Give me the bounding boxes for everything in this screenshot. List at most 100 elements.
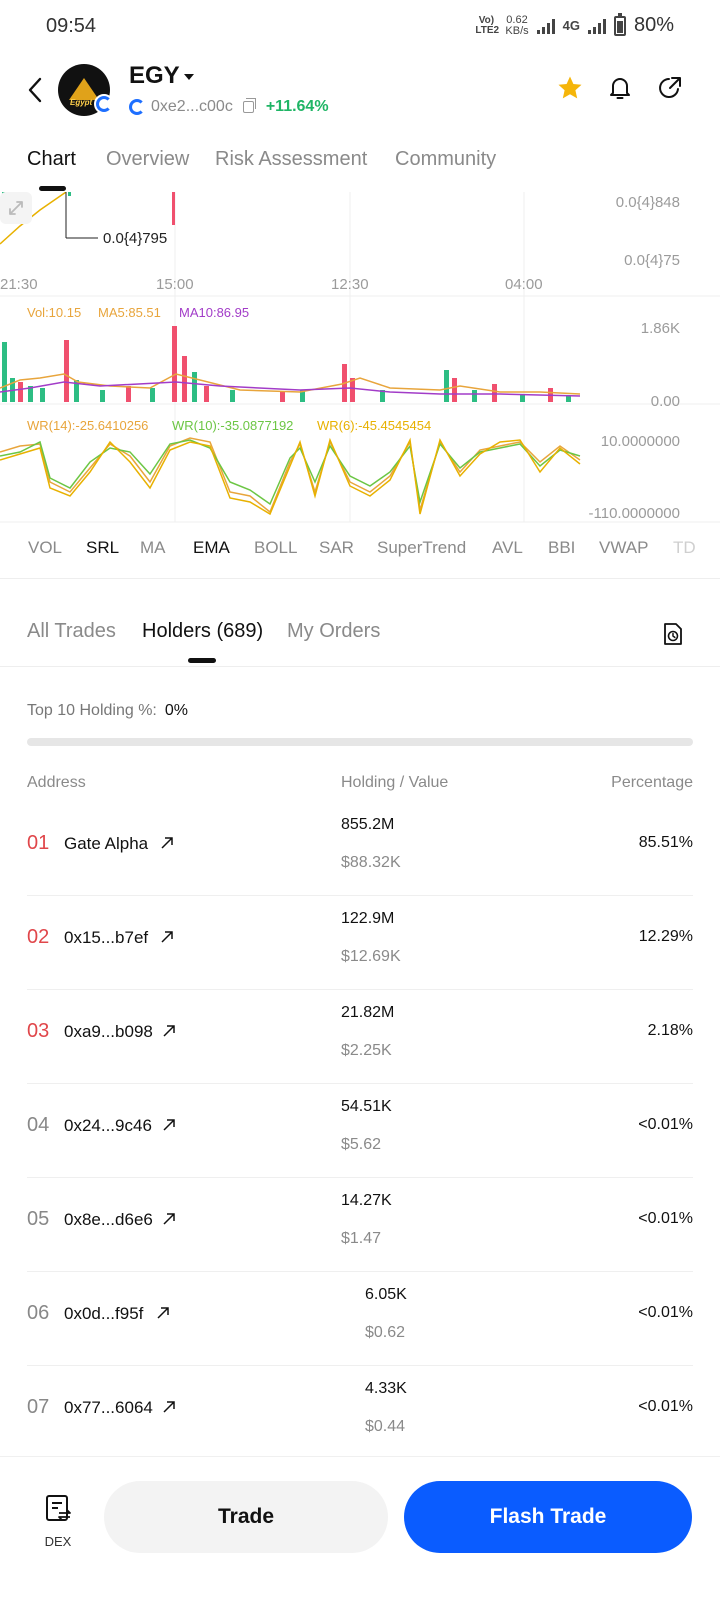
tab-overview[interactable]: Overview (106, 148, 190, 170)
holder-address[interactable]: 0x77...6064 (64, 1398, 153, 1417)
volume-bar (566, 396, 571, 402)
arrow-up-right-icon[interactable] (162, 1024, 176, 1038)
network-type: 4G (562, 18, 580, 33)
header-actions (556, 74, 684, 102)
expand-icon[interactable] (0, 192, 32, 224)
indicator-vwap[interactable]: VWAP (599, 538, 649, 557)
time-label: 04:00 (505, 276, 543, 293)
volume-bar (150, 388, 155, 402)
table-row[interactable]: 04 0x24...9c46 54.51K $5.62 <0.01% (27, 1082, 693, 1178)
copy-icon[interactable] (242, 98, 256, 113)
holder-amount: 21.82M (341, 1004, 395, 1021)
speed-unit: KB/s (505, 24, 529, 37)
indicator-sar[interactable]: SAR (319, 538, 354, 557)
holder-rank: 05 (27, 1208, 50, 1230)
battery-percent: 80% (633, 14, 674, 36)
holder-rank: 04 (27, 1114, 50, 1136)
trade-button[interactable]: Trade (104, 1481, 388, 1553)
tab-all-trades[interactable]: All Trades (27, 620, 116, 642)
table-row[interactable]: 02 0x15...b7ef 122.9M $12.69K 12.29% (27, 894, 693, 990)
indicator-avl[interactable]: AVL (492, 538, 523, 557)
volume-bar (172, 326, 177, 402)
top10-holding: Top 10 Holding %: 0% (27, 702, 188, 720)
signal-icon (536, 18, 555, 34)
indicator-vol[interactable]: VOL (28, 538, 63, 557)
tab-my-orders[interactable]: My Orders (287, 620, 381, 642)
tab-community[interactable]: Community (395, 148, 497, 170)
divider (0, 666, 720, 667)
indicator-srl[interactable]: SRL (86, 538, 120, 557)
volte-indicator: Vo) LTE2 (475, 14, 500, 36)
arrow-up-right-icon[interactable] (160, 930, 174, 944)
trade-tabs: All Trades Holders (689) My Orders (0, 612, 720, 668)
table-row[interactable]: 07 0x77...6064 4.33K $0.44 <0.01% (27, 1364, 693, 1460)
star-icon[interactable] (556, 74, 584, 102)
holder-amount: 6.05K (365, 1286, 407, 1303)
holder-address[interactable]: 0x8e...d6e6 (64, 1210, 153, 1229)
tab-risk-assessment[interactable]: Risk Assessment (215, 148, 368, 170)
share-icon[interactable] (656, 74, 684, 102)
arrow-up-right-icon[interactable] (156, 1306, 170, 1320)
volume-bar (280, 392, 285, 402)
holder-address[interactable]: 0x0d...f95f (64, 1304, 144, 1323)
arrow-up-right-icon[interactable] (162, 1212, 176, 1226)
arrow-up-right-icon[interactable] (162, 1118, 176, 1132)
pyramid-icon (69, 78, 99, 100)
wr6-value: WR(6):-45.4545454 (317, 418, 432, 433)
table-row[interactable]: 03 0xa9...b098 21.82M $2.25K 2.18% (27, 988, 693, 1084)
low-price-label: 0.0{4}795 (103, 230, 168, 247)
holder-rank: 06 (27, 1302, 50, 1324)
time-label: 12:30 (331, 276, 369, 293)
volume-bar (380, 390, 385, 402)
address-row: 0xe2...c00c +11.64% (129, 98, 329, 116)
vol-min-label: 0.00 (650, 393, 680, 410)
price-label-high: 0.0{4}848 (615, 194, 680, 211)
indicator-bbi[interactable]: BBI (548, 538, 576, 557)
volume-bar (300, 390, 305, 402)
main-tabs: Chart Overview Risk Assessment Community (0, 132, 720, 192)
flash-trade-button[interactable]: Flash Trade (404, 1481, 692, 1553)
ma10-line (0, 381, 581, 397)
token-symbol[interactable]: EGY (129, 62, 180, 89)
indicator-ema[interactable]: EMA (193, 538, 230, 557)
holder-address[interactable]: Gate Alpha (64, 834, 149, 853)
price-label-low: 0.0{4}75 (624, 252, 680, 269)
arrow-up-right-icon[interactable] (162, 1400, 176, 1414)
speed-value: 0.62 (506, 13, 528, 26)
table-row[interactable]: 01 Gate Alpha 855.2M $88.32K 85.51% (27, 800, 693, 896)
history-icon[interactable] (662, 622, 684, 646)
indicator-supertrend[interactable]: SuperTrend (377, 538, 467, 557)
tab-chart[interactable]: Chart (27, 148, 76, 170)
table-row[interactable]: 06 0x0d...f95f 6.05K $0.62 <0.01% (27, 1270, 693, 1366)
indicator-ma[interactable]: MA (140, 538, 166, 557)
battery-icon (613, 12, 626, 36)
volume-bar (204, 386, 209, 402)
col-holding-value: Holding / Value (341, 774, 449, 791)
table-row[interactable]: 05 0x8e...d6e6 14.27K $1.47 <0.01% (27, 1176, 693, 1272)
vol-max-label: 1.86K (640, 320, 680, 337)
arrow-up-right-icon[interactable] (160, 836, 174, 850)
top10-progress-bar (27, 738, 693, 746)
candle (68, 192, 71, 196)
holder-value: $5.62 (341, 1136, 382, 1153)
indicator-td[interactable]: TD (673, 538, 696, 557)
caret-down-icon[interactable] (184, 74, 194, 80)
price-chart[interactable]: 0.0{4}848 0.0{4}75 0.0{4}795 21:30 15:00… (0, 192, 720, 524)
tab-holders[interactable]: Holders (689) (142, 620, 264, 642)
network-speed: 0.62 KB/s (505, 13, 529, 37)
holder-amount: 122.9M (341, 910, 395, 927)
holder-value: $0.62 (365, 1324, 406, 1341)
chevron-left-icon[interactable] (24, 76, 48, 104)
holder-address[interactable]: 0x15...b7ef (64, 928, 149, 947)
holder-address[interactable]: 0x24...9c46 (64, 1116, 152, 1135)
holder-address[interactable]: 0xa9...b098 (64, 1022, 153, 1041)
dex-button[interactable]: DEX (36, 1493, 80, 1549)
volume-bar (100, 390, 105, 402)
volume-bar (492, 384, 497, 402)
holder-value: $88.32K (341, 854, 401, 871)
signal-icon-2 (587, 18, 606, 34)
bell-icon[interactable] (606, 74, 634, 102)
volume-bar (452, 378, 457, 402)
indicator-boll[interactable]: BOLL (254, 538, 298, 557)
contract-address: 0xe2...c00c (151, 98, 233, 115)
